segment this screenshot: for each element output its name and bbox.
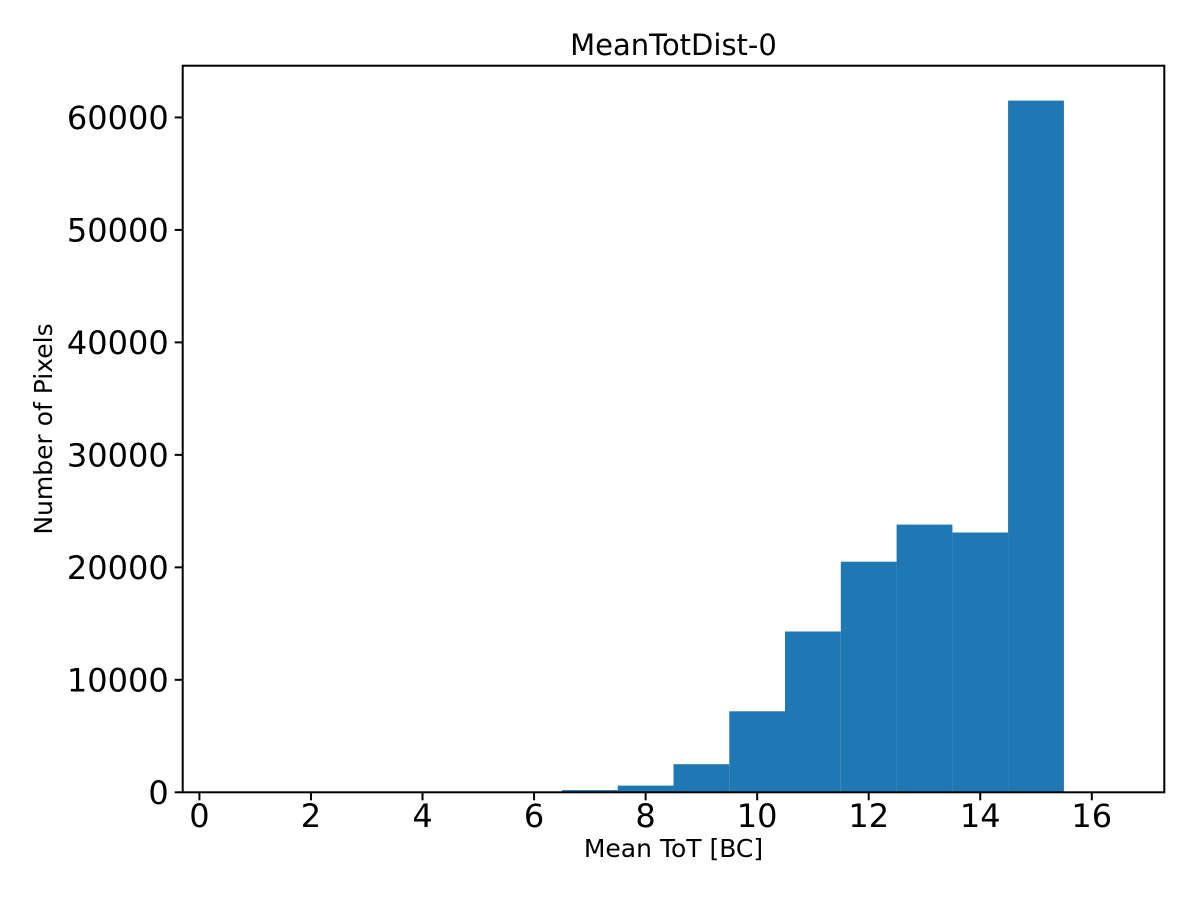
y-tick-label: 30000 — [67, 436, 169, 474]
x-tick-label: 0 — [189, 797, 209, 835]
histogram-bar — [562, 790, 618, 793]
x-tick-label: 2 — [301, 797, 321, 835]
y-tick-label: 20000 — [67, 549, 169, 587]
x-tick-label: 10 — [737, 797, 778, 835]
histogram-bar — [617, 785, 674, 793]
histogram-bar — [952, 532, 1009, 793]
y-tick-label: 10000 — [67, 661, 169, 699]
x-tick-label: 16 — [1071, 797, 1112, 835]
axes-layer: 0 2 4 6 8 10 12 14 16 0 10000 20000 30000 40000 50000 6… — [67, 64, 1166, 835]
y-axis-label: Number of Pixels — [29, 323, 58, 534]
x-axis-label: Mean ToT [BC] — [584, 834, 763, 863]
histogram-bar — [673, 764, 730, 793]
y-tick-label: 50000 — [67, 211, 169, 249]
x-tick-label: 14 — [960, 797, 1001, 835]
x-tick-label: 4 — [412, 797, 432, 835]
histogram-bar — [785, 631, 841, 793]
histogram-bar — [729, 711, 786, 793]
axes-frame — [181, 64, 1166, 794]
histogram-bar — [896, 524, 953, 793]
y-tick-label: 0 — [148, 774, 168, 812]
x-tick-label: 12 — [848, 797, 889, 835]
histogram-bar — [840, 561, 897, 793]
bars-layer — [562, 100, 1064, 793]
histogram-bar — [1008, 100, 1064, 793]
x-tick-label: 6 — [524, 797, 544, 835]
chart-title: MeanTotDist-0 — [570, 28, 777, 62]
y-tick-label: 40000 — [67, 324, 169, 362]
x-tick-label: 8 — [635, 797, 655, 835]
y-tick-label: 60000 — [67, 99, 169, 137]
